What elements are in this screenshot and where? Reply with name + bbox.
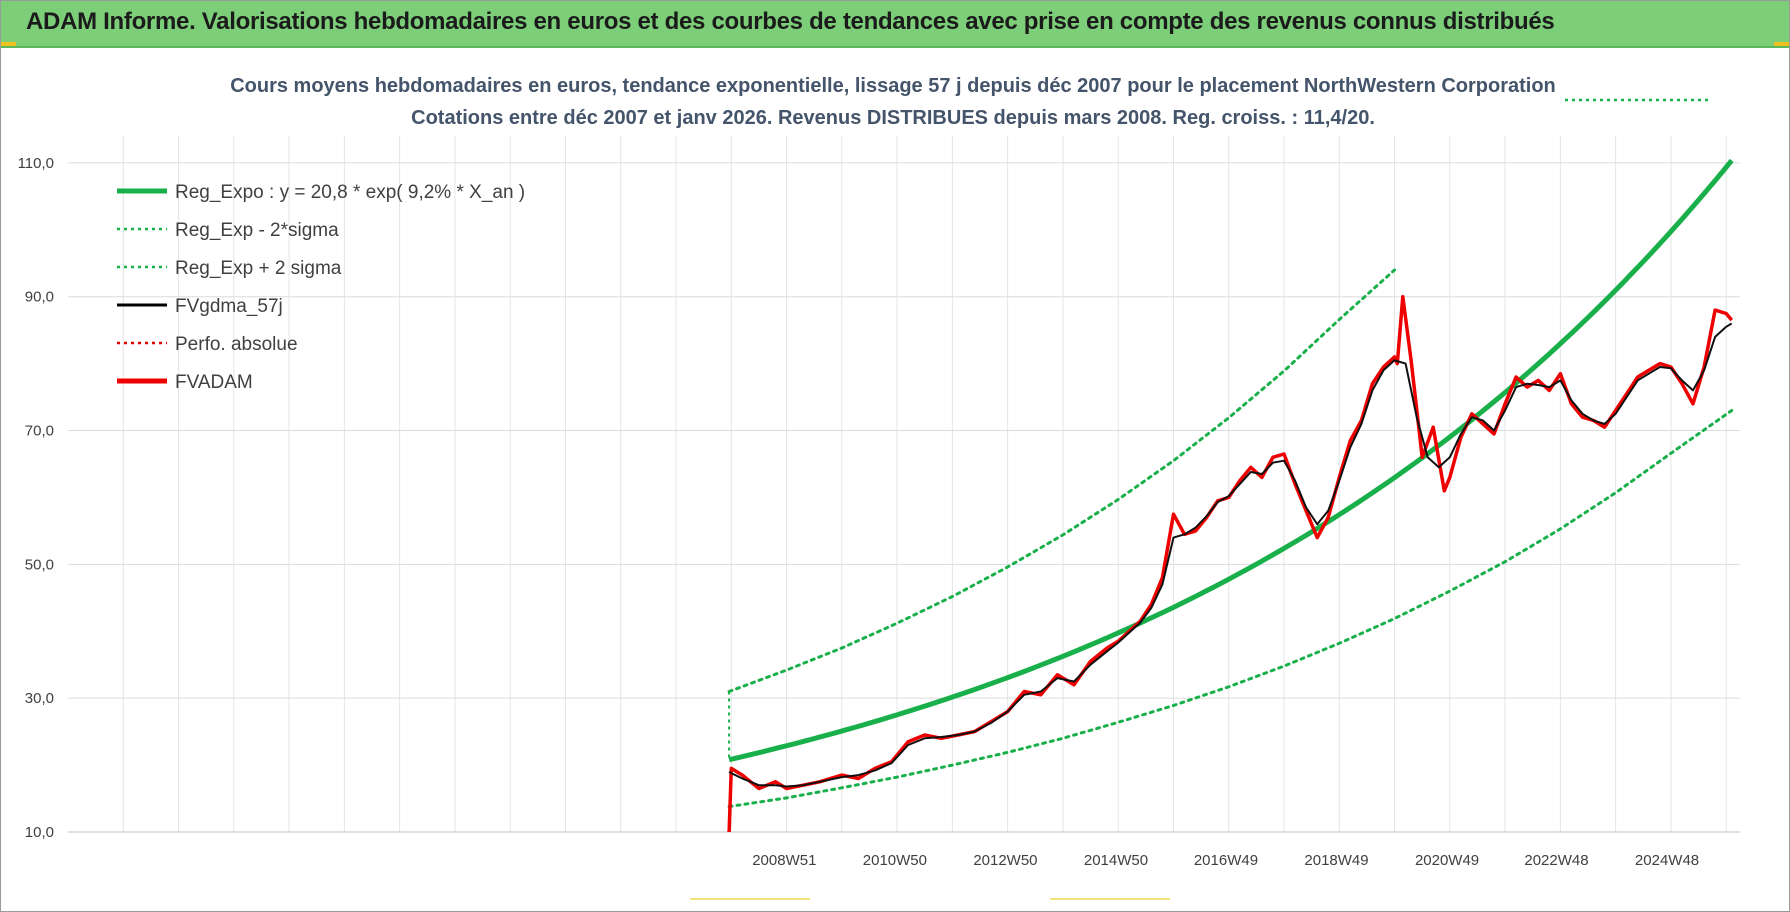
chart-legend: Reg_Expo : y = 20,8 * exp( 9,2% * X_an )…	[117, 182, 525, 393]
y-tick-label: 90,0	[25, 289, 54, 306]
y-tick-label: 70,0	[25, 423, 54, 440]
legend-label: FVADAM	[175, 372, 253, 393]
legend-label: FVgdma_57j	[175, 296, 283, 317]
x-tick-label: 2024W48	[1635, 852, 1699, 869]
x-tick-label: 2010W50	[863, 852, 927, 869]
chart-title-line-1: Cours moyens hebdomadaires en euros, ten…	[230, 75, 1556, 97]
x-tick-label: 2020W49	[1415, 852, 1479, 869]
legend-label: Reg_Expo : y = 20,8 * exp( 9,2% * X_an )	[175, 182, 525, 203]
x-tick-label: 2008W51	[752, 852, 816, 869]
bottom-marker	[690, 898, 810, 900]
y-tick-label: 110,0	[18, 155, 54, 172]
y-axis-ticks: 10,0 30,0 50,0 70,0 90,0 110,0	[18, 155, 54, 841]
regression-line	[728, 158, 1734, 763]
legend-label: Reg_Exp - 2*sigma	[175, 220, 339, 241]
chart-title-line-2: Cotations entre déc 2007 et janv 2026. R…	[411, 107, 1375, 129]
report-title: ADAM Informe. Valorisations hebdomadaire…	[26, 8, 1555, 35]
x-axis-ticks: 2008W51 2010W50 2012W50 2014W50 2016W49 2018W…	[752, 852, 1699, 869]
legend-label: Perfo. absolue	[175, 334, 298, 355]
bottom-marker	[1050, 898, 1170, 900]
x-tick-label: 2018W49	[1304, 852, 1368, 869]
corner-marker-left	[0, 42, 16, 46]
x-tick-label: 2016W49	[1194, 852, 1258, 869]
y-tick-label: 30,0	[25, 690, 54, 707]
y-tick-label: 10,0	[25, 824, 54, 841]
upper-band-line	[727, 268, 1396, 693]
moving-average-line	[728, 322, 1733, 788]
lower-band-line	[727, 409, 1734, 809]
x-tick-label: 2012W50	[973, 852, 1037, 869]
y-tick-label: 50,0	[25, 556, 54, 573]
x-tick-label: 2014W50	[1084, 852, 1148, 869]
legend-label: Reg_Exp + 2 sigma	[175, 258, 342, 279]
x-tick-label: 2022W48	[1524, 852, 1588, 869]
chart-series	[727, 98, 1734, 833]
header-banner: ADAM Informe. Valorisations hebdomadaire…	[0, 0, 1790, 48]
corner-marker-right	[1774, 42, 1790, 46]
